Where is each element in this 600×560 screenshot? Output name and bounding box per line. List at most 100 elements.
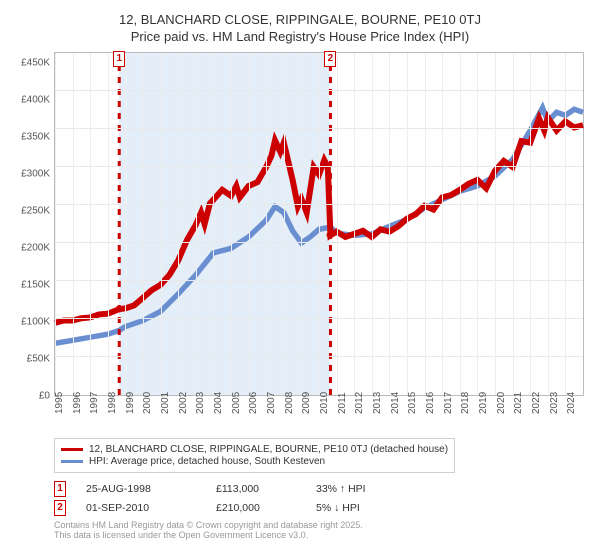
legend-swatch (61, 460, 83, 463)
gridline-v (442, 53, 443, 395)
sale-dot (116, 305, 123, 312)
legend-item: 12, BLANCHARD CLOSE, RIPPINGALE, BOURNE,… (61, 444, 448, 455)
sale-num-box: 1 (54, 481, 66, 497)
x-tick-label: 2003 (195, 392, 206, 414)
title-line2: Price paid vs. HM Land Registry's House … (10, 29, 590, 46)
chart: £0£50K£100K£150K£200K£250K£300K£350K£400… (10, 52, 590, 432)
x-tick-label: 1995 (54, 392, 65, 414)
x-tick-label: 1997 (89, 392, 100, 414)
gridline-v (90, 53, 91, 395)
x-tick-label: 2011 (337, 392, 348, 414)
gridline-v (460, 53, 461, 395)
gridline-v (196, 53, 197, 395)
gridline-v (354, 53, 355, 395)
x-tick-label: 2024 (566, 392, 577, 414)
y-tick-label: £450K (10, 57, 54, 68)
legend-label: 12, BLANCHARD CLOSE, RIPPINGALE, BOURNE,… (89, 444, 448, 455)
x-tick-label: 2002 (178, 392, 189, 414)
y-tick-label: £300K (10, 168, 54, 179)
gridline-v (161, 53, 162, 395)
x-tick-label: 2016 (425, 392, 436, 414)
gridline-v (284, 53, 285, 395)
x-tick-label: 1996 (72, 392, 83, 414)
sale-marker-box: 1 (113, 51, 125, 67)
gridline-v (372, 53, 373, 395)
gridline-v (407, 53, 408, 395)
legend-item: HPI: Average price, detached house, Sout… (61, 456, 448, 467)
sale-date: 25-AUG-1998 (86, 483, 196, 495)
gridline-v (513, 53, 514, 395)
x-tick-label: 2023 (549, 392, 560, 414)
sale-diff: 5% ↓ HPI (316, 502, 396, 514)
sales-row: 1 25-AUG-1998 £113,000 33% ↑ HPI (54, 481, 590, 497)
x-tick-label: 2013 (372, 392, 383, 414)
x-tick-label: 2008 (284, 392, 295, 414)
y-tick-label: £0 (10, 390, 54, 401)
title-line1: 12, BLANCHARD CLOSE, RIPPINGALE, BOURNE,… (10, 12, 590, 29)
x-tick-label: 2020 (496, 392, 507, 414)
x-tick-label: 2005 (231, 392, 242, 414)
x-tick-label: 2012 (354, 392, 365, 414)
footer-line2: This data is licensed under the Open Gov… (54, 530, 590, 540)
y-tick-label: £100K (10, 316, 54, 327)
x-tick-label: 2019 (478, 392, 489, 414)
y-tick-label: £250K (10, 205, 54, 216)
gridline-v (319, 53, 320, 395)
sale-dot (327, 232, 334, 239)
gridline-v (55, 53, 56, 395)
y-tick-label: £200K (10, 242, 54, 253)
footer: Contains HM Land Registry data © Crown c… (54, 520, 590, 540)
gridline-v (425, 53, 426, 395)
gridline-v (548, 53, 549, 395)
gridline-v (231, 53, 232, 395)
x-tick-label: 2015 (407, 392, 418, 414)
sales-row: 2 01-SEP-2010 £210,000 5% ↓ HPI (54, 500, 590, 516)
x-tick-label: 2022 (531, 392, 542, 414)
sales-table: 1 25-AUG-1998 £113,000 33% ↑ HPI 2 01-SEP-201… (54, 481, 590, 516)
sale-price: £113,000 (216, 483, 296, 495)
sale-price: £210,000 (216, 502, 296, 514)
x-tick-label: 2021 (513, 392, 524, 414)
gridline-v (108, 53, 109, 395)
gridline-v (389, 53, 390, 395)
sale-num-box: 2 (54, 500, 66, 516)
legend-swatch (61, 448, 83, 451)
y-axis: £0£50K£100K£150K£200K£250K£300K£350K£400… (10, 52, 54, 396)
x-tick-label: 2009 (301, 392, 312, 414)
gridline-v (143, 53, 144, 395)
gridline-v (73, 53, 74, 395)
gridline-v (266, 53, 267, 395)
y-tick-label: £400K (10, 94, 54, 105)
x-tick-label: 2018 (460, 392, 471, 414)
footer-line1: Contains HM Land Registry data © Crown c… (54, 520, 590, 530)
gridline-v (301, 53, 302, 395)
gridline-v (477, 53, 478, 395)
sale-date: 01-SEP-2010 (86, 502, 196, 514)
sale-marker-box: 2 (324, 51, 336, 67)
y-tick-label: £150K (10, 279, 54, 290)
legend-label: HPI: Average price, detached house, Sout… (89, 456, 325, 467)
x-axis: 1995199619971998199920002001200220032004… (54, 396, 584, 432)
y-tick-label: £50K (10, 353, 54, 364)
plot-area: 12 (54, 52, 584, 396)
gridline-v (530, 53, 531, 395)
x-tick-label: 2010 (319, 392, 330, 414)
gridline-v (249, 53, 250, 395)
x-tick-label: 2006 (248, 392, 259, 414)
x-tick-label: 2017 (443, 392, 454, 414)
x-tick-label: 2000 (142, 392, 153, 414)
x-tick-label: 1998 (107, 392, 118, 414)
gridline-v (213, 53, 214, 395)
chart-title: 12, BLANCHARD CLOSE, RIPPINGALE, BOURNE,… (10, 12, 590, 46)
legend: 12, BLANCHARD CLOSE, RIPPINGALE, BOURNE,… (54, 438, 455, 473)
gridline-v (178, 53, 179, 395)
x-tick-label: 2001 (160, 392, 171, 414)
x-tick-label: 2007 (266, 392, 277, 414)
sale-diff: 33% ↑ HPI (316, 483, 396, 495)
gridline-v (125, 53, 126, 395)
x-tick-label: 2004 (213, 392, 224, 414)
x-tick-label: 2014 (390, 392, 401, 414)
gridline-v (565, 53, 566, 395)
gridline-v (337, 53, 338, 395)
x-tick-label: 1999 (125, 392, 136, 414)
